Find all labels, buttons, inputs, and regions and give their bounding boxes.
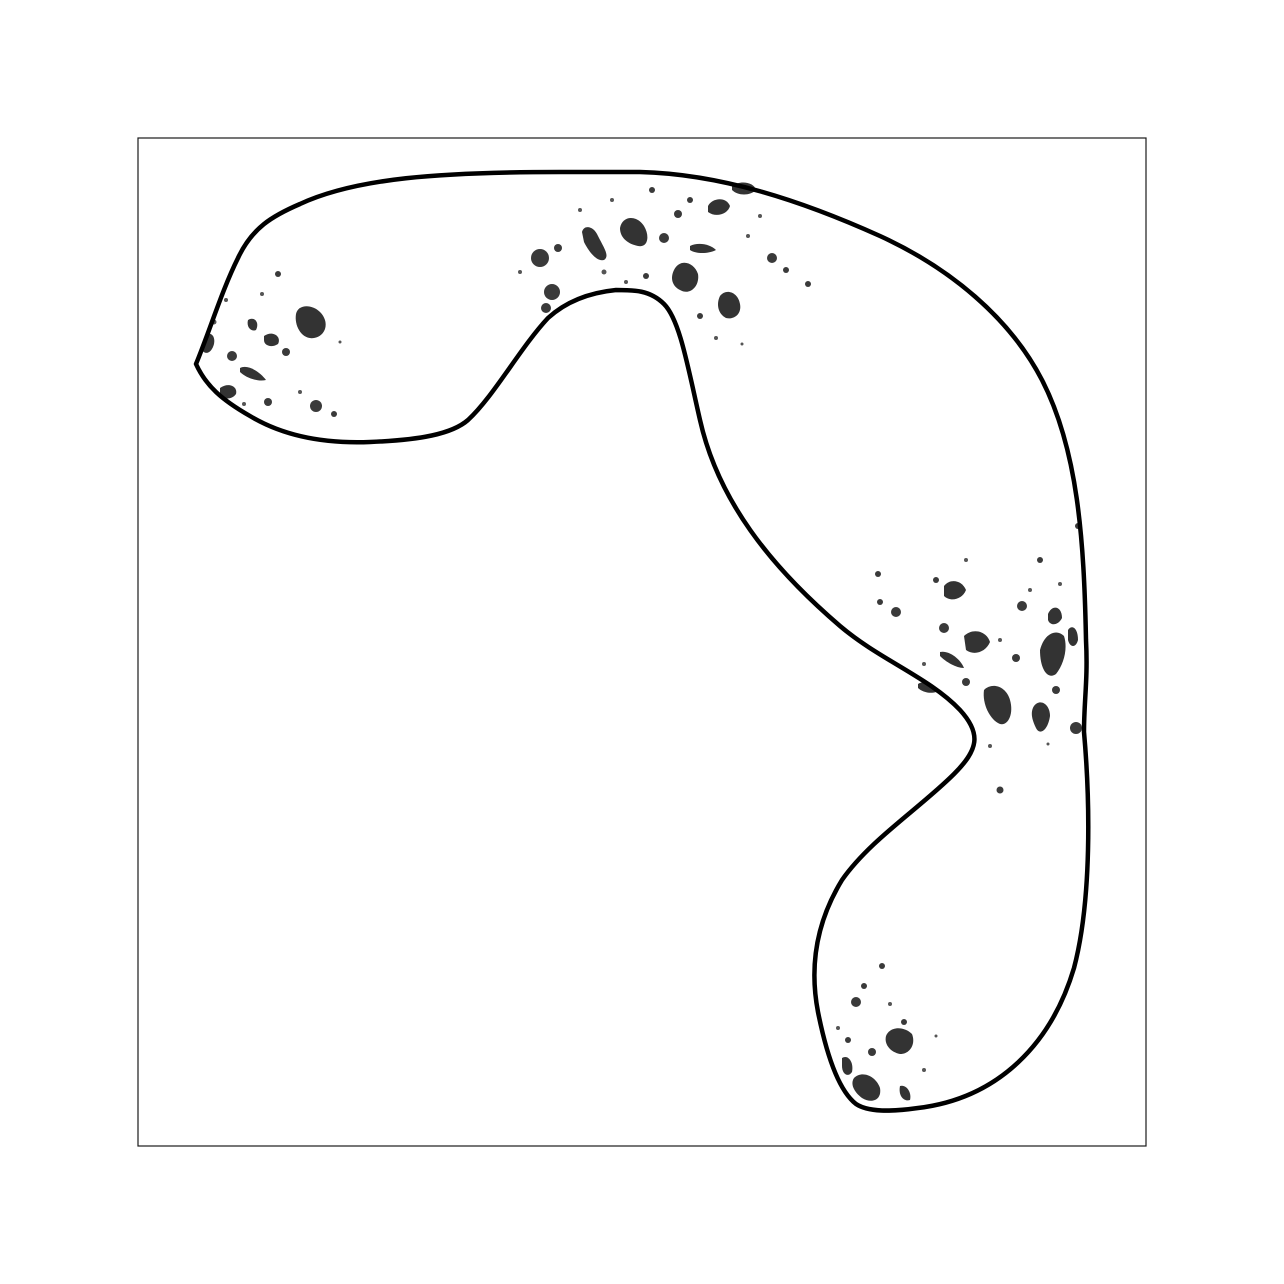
- splatter-right: [875, 523, 1082, 794]
- splatter-upper-arch: [518, 182, 811, 346]
- curled-band-outline: [193, 169, 1091, 1113]
- splatter-lower-tip: [836, 963, 938, 1101]
- plot-frame: [137, 137, 1147, 1147]
